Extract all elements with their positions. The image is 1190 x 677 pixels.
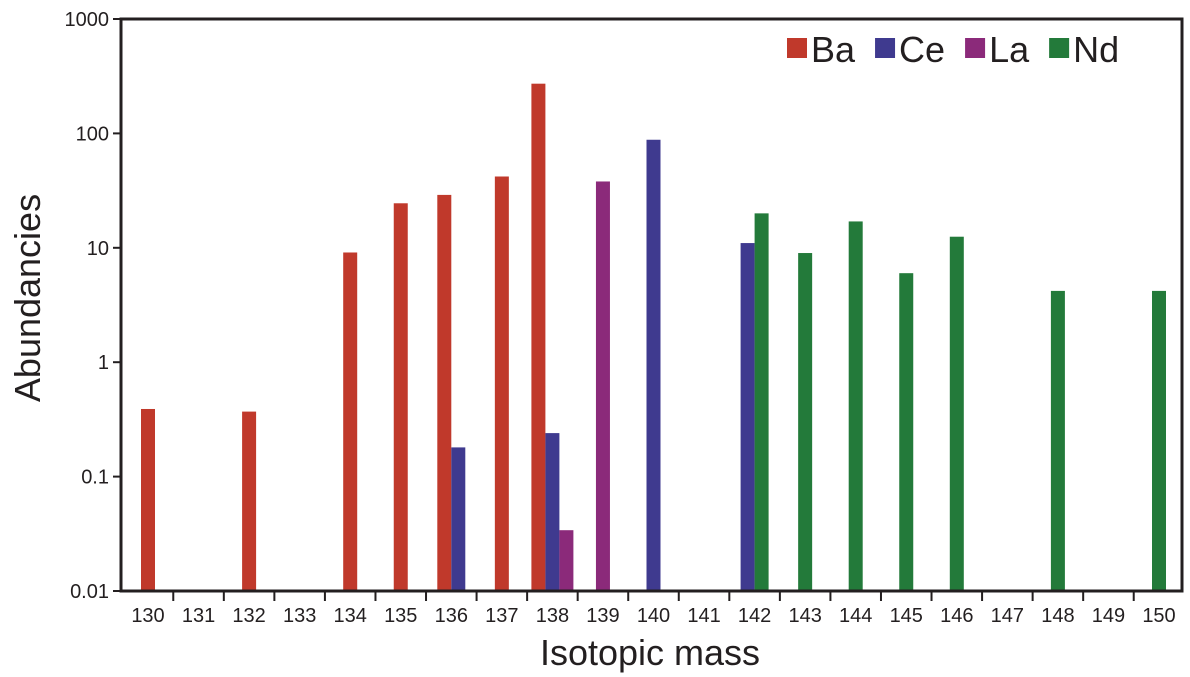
x-tick-label: 138 [536,605,569,627]
y-axis-title: Abundancies [7,194,48,402]
x-tick-label: 147 [991,605,1024,627]
x-tick-label: 135 [384,605,417,627]
x-tick-label: 141 [687,605,720,627]
bar-nd-146 [949,236,964,591]
x-tick-label: 133 [283,605,316,627]
x-tick-label: 131 [182,605,215,627]
bar-ce-138 [545,433,560,591]
bar-la-138 [559,530,574,591]
bar-ce-136 [451,447,466,591]
legend-label-ce: Ce [899,29,945,70]
x-tick-label: 144 [839,605,872,627]
legend-swatch-ce [875,38,896,58]
x-tick-label: 134 [334,605,367,627]
legend-swatch-ba [787,38,807,58]
x-tick-label: 139 [586,605,619,627]
x-tick-label: 132 [232,605,265,627]
x-axis: 130 131 132 133 134 135 136 137 138 139 140 141 142 1… [131,591,1176,627]
bar-ba-138 [531,83,546,592]
x-tick-label: 150 [1142,605,1175,627]
bar-ba-132 [242,411,257,591]
x-tick-label: 143 [788,605,821,627]
y-tick-label: 1 [98,352,109,374]
legend-label-ba: Ba [811,29,856,70]
legend: Ba Ce La Nd [787,29,1119,70]
x-axis-title: Isotopic mass [540,632,760,673]
bar-nd-145 [899,273,914,591]
bar-nd-142 [754,213,769,591]
x-tick-label: 140 [637,605,670,627]
x-tick-label: 137 [485,605,518,627]
y-tick-label: 0.01 [70,581,109,603]
bar-ba-137 [494,176,509,591]
x-tick-label: 136 [435,605,468,627]
bar-ce-142 [740,243,755,591]
bars-layer [141,83,1166,592]
x-tick-label: 145 [890,605,923,627]
bar-nd-144 [848,221,863,591]
x-tick-label: 148 [1041,605,1074,627]
bar-ba-134 [343,252,358,592]
legend-swatch-la [965,38,986,58]
legend-swatch-nd [1049,38,1070,58]
bar-ba-130 [141,408,155,591]
plot-frame [119,17,1184,593]
bar-nd-143 [798,253,813,591]
y-tick-label: 1000 [65,9,110,31]
x-tick-label: 142 [738,605,771,627]
y-tick-label: 100 [76,123,109,145]
x-tick-label: 146 [940,605,973,627]
bar-ce-140 [646,139,661,592]
bar-ba-136 [437,194,452,591]
x-tick-label: 149 [1092,605,1125,627]
legend-label-nd: Nd [1073,29,1119,70]
y-tick-label: 0.1 [81,467,109,489]
bar-nd-148 [1050,290,1065,591]
bar-nd-150 [1152,290,1166,591]
y-tick-label: 10 [87,238,109,260]
bar-la-139 [595,181,610,591]
y-axis: 0.01 0.1 1 10 100 1000 [65,9,121,603]
x-tick-label: 130 [131,605,164,627]
bar-ba-135 [393,203,408,591]
legend-label-la: La [989,29,1030,70]
